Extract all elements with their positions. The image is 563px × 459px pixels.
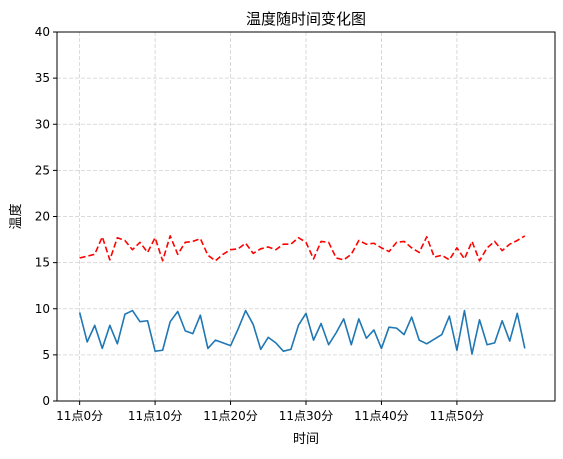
y-tick-label: 0 [42,394,50,408]
x-tick-label: 11点30分 [279,409,334,423]
x-tick-label: 11点0分 [56,409,103,423]
x-tick-label: 11点40分 [354,409,409,423]
y-tick-label: 35 [35,71,50,85]
y-axis: 0 5 10 15 20 25 30 35 40 [35,25,57,408]
y-axis-label: 温度 [8,203,24,229]
chart-title: 温度随时间变化图 [246,10,366,28]
x-axis-label: 时间 [293,432,319,447]
y-tick-label: 25 [35,163,50,177]
y-tick-label: 40 [35,25,50,39]
grid-layer [57,31,555,402]
y-tick-label: 5 [42,348,50,362]
series-line-1 [78,309,526,355]
y-tick-label: 20 [35,210,50,224]
series-line-2 [79,235,526,262]
series-layer [78,235,526,355]
x-tick-label: 11点10分 [128,409,183,423]
x-tick-label: 11点20分 [203,409,258,423]
x-axis: 11点0分 11点10分 11点20分 11点30分 11点40分 11点50分 [56,401,484,423]
y-tick-label: 30 [35,117,50,131]
x-tick-label: 11点50分 [430,409,485,423]
y-tick-label: 15 [35,256,50,270]
y-tick-label: 10 [35,302,50,316]
